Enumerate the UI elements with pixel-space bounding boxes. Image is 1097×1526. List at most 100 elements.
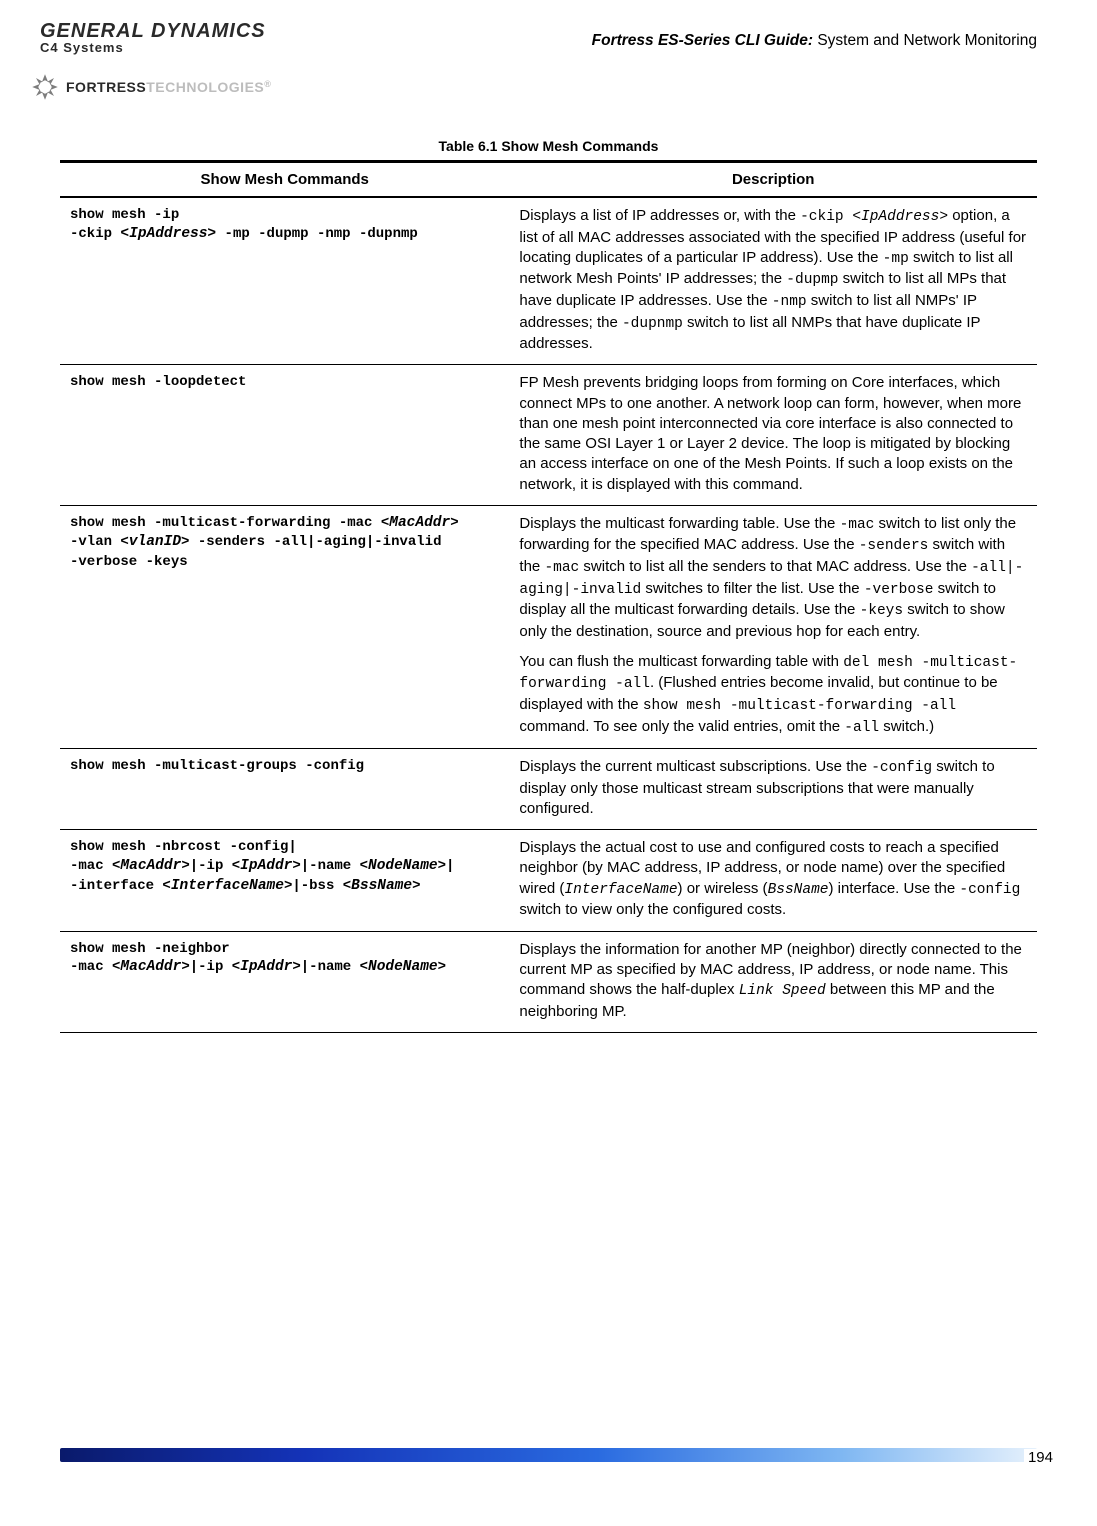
desc-paragraph: FP Mesh prevents bridging loops from for… [519, 373, 1027, 495]
cmd-segment: NodeName [368, 959, 438, 975]
mesh-commands-table: Show Mesh Commands Description show mesh… [60, 160, 1037, 1033]
command-cell: show mesh -multicast-groups -config [60, 749, 509, 830]
description-cell: Displays a list of IP addresses or, with… [509, 197, 1037, 365]
cmd-segment: > [412, 878, 420, 894]
desc-segment: switch.) [879, 718, 934, 735]
desc-segment: -dupmp [786, 272, 838, 288]
desc-segment: ) or wireless ( [678, 880, 768, 897]
cmd-segment: -mac < [70, 858, 120, 874]
description-cell: Displays the information for another MP … [509, 931, 1037, 1032]
cmd-segment: -vlan < [70, 534, 129, 550]
desc-segment: -mac [544, 560, 579, 576]
cmd-segment: -mac < [70, 959, 120, 975]
title-section: System and Network Monitoring [813, 32, 1037, 49]
desc-segment: -config [871, 760, 932, 776]
footer-gradient-bar [60, 1448, 1037, 1462]
desc-segment: -all [844, 720, 879, 736]
command-cell: show mesh -nbrcost -config| -mac <MacAdd… [60, 830, 509, 931]
fortress-word-2: TECHNOLOGIES [146, 79, 264, 95]
cmd-segment: >|-ip < [181, 959, 240, 975]
desc-paragraph: Displays the multicast forwarding table.… [519, 514, 1027, 642]
desc-segment: -dupnmp [622, 316, 683, 332]
command-cell: show mesh -neighbor -mac <MacAddr>|-ip <… [60, 931, 509, 1032]
desc-segment: switch to list all the senders to that M… [579, 558, 971, 575]
desc-segment: show mesh -multicast-forwarding -all [643, 698, 956, 714]
cmd-segment: show mesh -multicast-groups -config [70, 758, 364, 774]
cmd-segment: -mp -dupmp -nmp -dupnmp [216, 226, 418, 242]
desc-segment: Displays a list of IP addresses or, with… [519, 207, 800, 224]
cmd-segment: >|-name < [292, 959, 368, 975]
cmd-segment: show mesh -multicast-forwarding -mac < [70, 515, 389, 531]
registered-icon: ® [264, 79, 271, 89]
cmd-segment: -verbose -keys [70, 554, 188, 570]
cmd-segment: IpAddr [240, 959, 292, 975]
col-header-commands: Show Mesh Commands [60, 162, 509, 198]
cmd-segment: MacAddr [389, 515, 450, 531]
col-header-description: Description [509, 162, 1037, 198]
desc-segment: InterfaceName [564, 882, 677, 898]
desc-segment: -mac [840, 517, 875, 533]
desc-paragraph: Displays the current multicast subscript… [519, 757, 1027, 819]
table-row: show mesh -neighbor -mac <MacAddr>|-ip <… [60, 931, 1037, 1032]
table-row: show mesh -multicast-groups -config Displ… [60, 749, 1037, 830]
desc-segment: -config [959, 882, 1020, 898]
desc-segment: -mp [883, 251, 909, 267]
page-number: 194 [1024, 1449, 1057, 1466]
desc-segment: -keys [860, 603, 904, 619]
description-cell: FP Mesh prevents bridging loops from for… [509, 365, 1037, 506]
table-header-row: Show Mesh Commands Description [60, 162, 1037, 198]
cmd-segment: >|-bss < [284, 878, 351, 894]
desc-segment: -nmp [772, 294, 807, 310]
desc-segment: -ckip [800, 209, 852, 225]
description-cell: Displays the actual cost to use and conf… [509, 830, 1037, 931]
cmd-segment: >|-name < [292, 858, 368, 874]
desc-segment: BssName [768, 882, 829, 898]
cmd-segment: >|-ip < [181, 858, 240, 874]
desc-paragraph: Displays the information for another MP … [519, 940, 1027, 1022]
table-row: show mesh -ip -ckip <IpAddress> -mp -dup… [60, 197, 1037, 365]
fortress-word-1: FORTRESS [66, 79, 146, 95]
cmd-segment: MacAddr [120, 959, 181, 975]
cmd-segment: BssName [351, 878, 412, 894]
cmd-segment: >| [438, 858, 455, 874]
table-row: show mesh -loopdetect FP Mesh prevents br… [60, 365, 1037, 506]
desc-segment: You can flush the multicast forwarding t… [519, 653, 843, 670]
desc-paragraph: Displays the actual cost to use and conf… [519, 838, 1027, 920]
cmd-segment: NodeName [368, 858, 438, 874]
description-cell: Displays the multicast forwarding table.… [509, 505, 1037, 748]
cmd-segment: show mesh -neighbor [70, 941, 230, 957]
command-cell: show mesh -multicast-forwarding -mac <Ma… [60, 505, 509, 748]
desc-segment: switches to filter the list. Use the [641, 580, 864, 597]
description-cell: Displays the current multicast subscript… [509, 749, 1037, 830]
fortress-logo: FORTRESSTECHNOLOGIES® [30, 72, 271, 102]
cmd-segment: > -senders -all|-aging|-invalid [181, 534, 441, 550]
cmd-segment: show mesh -ip [70, 207, 179, 223]
desc-paragraph: You can flush the multicast forwarding t… [519, 652, 1027, 738]
desc-segment: Displays the multicast forwarding table.… [519, 515, 839, 532]
cmd-segment: show mesh -loopdetect [70, 374, 246, 390]
desc-segment: -senders [859, 538, 929, 554]
cmd-segment: > [450, 515, 458, 531]
desc-segment: ) interface. Use the [828, 880, 959, 897]
cmd-segment: MacAddr [120, 858, 181, 874]
fortress-wordmark: FORTRESSTECHNOLOGIES® [66, 79, 271, 95]
command-cell: show mesh -ip -ckip <IpAddress> -mp -dup… [60, 197, 509, 365]
cmd-segment: show mesh -nbrcost -config| [70, 839, 297, 855]
table-row: show mesh -multicast-forwarding -mac <Ma… [60, 505, 1037, 748]
desc-segment: command. To see only the valid entries, … [519, 718, 844, 735]
table-body: show mesh -ip -ckip <IpAddress> -mp -dup… [60, 197, 1037, 1032]
desc-segment: switch to view only the configured costs… [519, 901, 786, 918]
page-header: GENERAL DYNAMICS C4 Systems FORTRESSTECH… [60, 20, 1037, 120]
fortress-icon [30, 72, 60, 102]
cmd-segment: vlanID [129, 534, 181, 550]
cmd-segment: > [438, 959, 446, 975]
desc-segment: FP Mesh prevents bridging loops from for… [519, 374, 1021, 492]
cmd-segment: InterfaceName [171, 878, 284, 894]
desc-paragraph: Displays a list of IP addresses or, with… [519, 206, 1027, 354]
document-title: Fortress ES-Series CLI Guide: System and… [592, 32, 1037, 50]
desc-segment: Link Speed [739, 983, 826, 999]
command-cell: show mesh -loopdetect [60, 365, 509, 506]
cmd-segment: <IpAddress> [120, 226, 216, 242]
title-guide: Fortress ES-Series CLI Guide: [592, 32, 813, 49]
table-row: show mesh -nbrcost -config| -mac <MacAdd… [60, 830, 1037, 931]
